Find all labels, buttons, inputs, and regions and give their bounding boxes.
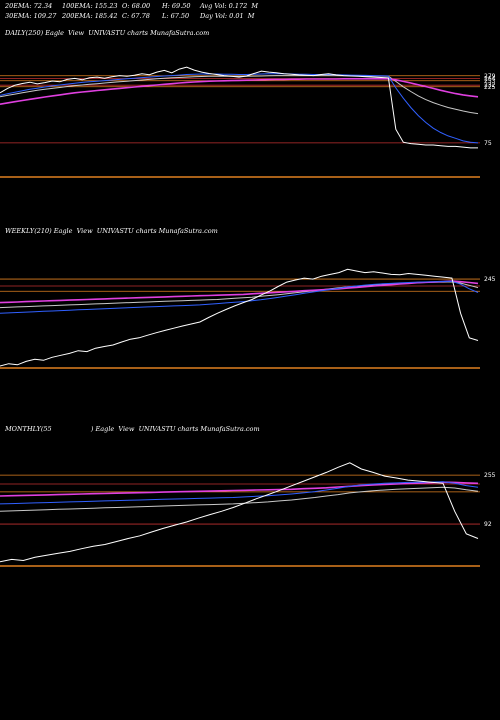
tick-label: 255 xyxy=(484,472,496,479)
weekly-chart: 245 xyxy=(0,268,496,369)
header-30ema: 30EMA: 109.27 xyxy=(5,12,57,20)
header-high: H: 69.50 xyxy=(162,2,191,10)
series-ema-blue xyxy=(0,280,479,314)
header-close: C: 67.78 xyxy=(122,12,150,20)
series-ema-magenta xyxy=(0,481,479,497)
header-avg-vol: Avg Vol: 0.172 M xyxy=(200,2,259,10)
series-price xyxy=(0,268,479,367)
series-ema-gray xyxy=(0,75,479,115)
series-ema-magenta xyxy=(0,77,479,105)
monthly-panel-title: MONTHLY(55 ) Eagle View UNIVASTU charts … xyxy=(5,425,260,433)
header-open: O: 68.00 xyxy=(122,2,151,10)
series-ema-gray xyxy=(0,486,479,512)
header-20ema: 20EMA: 72.34 xyxy=(5,2,53,10)
tick-label: 264 xyxy=(484,76,496,83)
tick-label: 75 xyxy=(484,140,492,147)
series-ema-magenta xyxy=(0,280,479,304)
header-100ema: 100EMA: 155.23 xyxy=(62,2,118,10)
daily-panel-title: DAILY(250) Eagle View UNIVASTU charts Mu… xyxy=(5,29,210,37)
series-price xyxy=(0,66,478,149)
header-low: L: 67.50 xyxy=(162,12,190,20)
tick-label: 92 xyxy=(484,521,492,528)
series-ema-blue xyxy=(0,481,479,505)
monthly-chart: 255 92 xyxy=(0,462,496,567)
tick-label: 253 xyxy=(484,78,496,85)
header-day-vol: Day Vol: 0.01 M xyxy=(200,12,255,20)
header-200ema: 200EMA: 185.42 xyxy=(62,12,118,20)
series-ema-blue xyxy=(0,73,479,144)
series-price xyxy=(0,462,479,563)
tick-label: 232 xyxy=(484,82,496,89)
tick-label: 279 xyxy=(484,73,496,80)
weekly-panel-title: WEEKLY(210) Eagle View UNIVASTU charts M… xyxy=(5,227,218,235)
tick-label: 225 xyxy=(484,84,496,91)
tick-label: 245 xyxy=(484,276,496,283)
